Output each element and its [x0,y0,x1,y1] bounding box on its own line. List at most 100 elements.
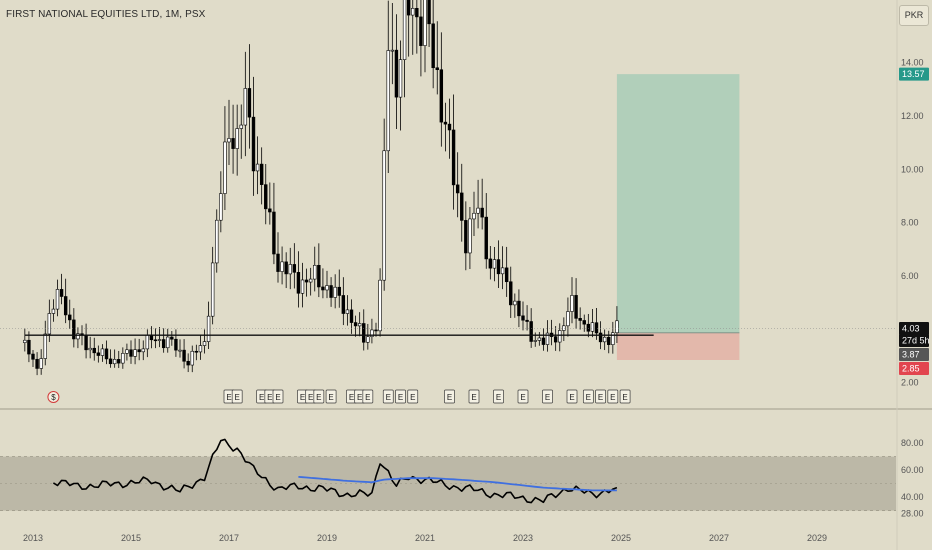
candle [202,329,207,354]
earnings-marker[interactable]: E [493,389,504,404]
candle [541,328,546,351]
earnings-marker-label: E [267,393,272,402]
entry-badge-text: 3.87 [902,350,920,360]
candle-body [23,339,27,343]
candle [100,344,105,362]
rsi-tick-label: 40.00 [901,492,924,502]
candle-body [145,334,150,350]
candle [411,0,415,55]
earnings-marker[interactable]: E [468,389,480,404]
candle [231,104,235,174]
currency-button[interactable]: PKR [899,5,929,26]
earnings-marker-box [468,389,480,404]
position-tool[interactable] [616,74,740,360]
earnings-marker[interactable]: E [517,389,529,404]
candle [280,246,284,285]
time-tick-label: 2013 [23,533,43,543]
candle [602,329,607,351]
candle [537,332,542,346]
earnings-marker-label: E [447,393,452,402]
candle [509,266,513,318]
earnings-marker[interactable]: E [313,389,325,404]
candle [292,243,297,289]
rsi-line [52,438,618,504]
earnings-marker[interactable]: E [595,389,606,404]
candle-body [431,23,435,69]
earnings-marker-label: E [308,393,313,402]
candle-body [607,336,611,345]
candle [362,309,366,351]
earnings-marker[interactable]: E [231,389,243,404]
candle [112,349,117,368]
earnings-marker-box [444,389,455,404]
candle [406,0,411,57]
candle [545,320,550,352]
candle-body [137,349,141,353]
candle-body [223,141,227,194]
candle-body [427,0,431,25]
candle-body [296,272,301,294]
candle-body [558,330,562,343]
target-badge: 13.57 [899,67,929,81]
candle-body [349,309,354,323]
candle-body [182,349,186,362]
candle [178,339,182,358]
candle [455,152,460,218]
earnings-marker[interactable]: E [256,389,268,404]
earnings-marker[interactable]: E [607,389,619,404]
candle [578,307,582,330]
candle-body [435,67,439,71]
candle-body [447,123,452,131]
earnings-marker[interactable]: E [272,389,284,404]
candle [419,0,423,77]
candle [223,106,227,210]
candle [35,352,39,376]
earnings-marker[interactable]: E [542,389,553,404]
candle [517,289,521,328]
earnings-marker[interactable]: E [619,389,631,404]
candle-body [439,69,444,123]
time-tick-label: 2021 [415,533,435,543]
earnings-marker[interactable]: E [362,389,374,404]
candle [125,343,129,361]
earnings-marker-label: E [365,393,370,402]
earnings-marker[interactable]: E [354,389,366,404]
candle-body [582,320,586,325]
entry-badge: 3.87 [899,348,929,362]
earnings-marker[interactable]: E [382,389,394,404]
candle-body [304,279,309,283]
candle [325,270,329,299]
candle-body [280,261,284,272]
candle-body [386,50,390,152]
earnings-marker[interactable]: E [223,389,235,404]
earnings-marker-box [325,389,337,404]
earnings-marker[interactable]: E [444,389,455,404]
candle [206,301,211,350]
dividend-marker [47,391,60,403]
candle [423,0,427,73]
candle [529,308,533,348]
candle [198,335,203,360]
earnings-marker[interactable]: E [407,389,419,404]
earnings-marker[interactable]: E [582,389,594,404]
candle [386,0,390,174]
earnings-marker-label: E [398,393,403,402]
earnings-marker[interactable]: E [566,389,578,404]
candle-body [112,359,117,365]
countdown-badge: 27d 5h [899,334,930,348]
earnings-marker-label: E [569,393,574,402]
candle [317,243,321,298]
candle [366,323,370,350]
candle [476,179,480,229]
candle [272,182,276,265]
candle-body [243,88,248,126]
stop-badge-text: 2.85 [902,364,920,374]
candle-body [247,88,252,118]
earnings-marker-label: E [386,393,391,402]
earnings-marker[interactable]: E [395,389,406,404]
event-markers[interactable]: $ E E E E E E E E E E E E E E E E E E E E E E E E E [47,389,631,404]
candle [210,246,215,325]
earnings-marker[interactable]: E [325,389,337,404]
candle-body [415,8,419,18]
